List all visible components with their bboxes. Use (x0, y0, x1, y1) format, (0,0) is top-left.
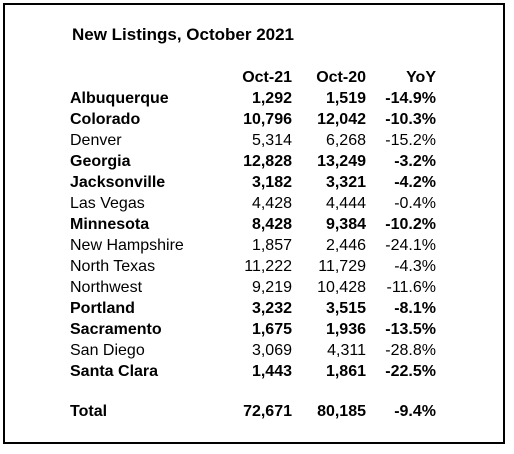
cell-oct20: 1,861 (325, 363, 366, 380)
cell-market: Northwest (70, 279, 143, 296)
total-label: Total (70, 403, 108, 420)
cell-market: Jacksonville (70, 174, 166, 191)
cell-oct21: 3,232 (251, 300, 292, 317)
cell-oct20: 9,384 (325, 216, 366, 233)
total-oct21: 72,671 (243, 403, 292, 420)
cell-oct21: 4,428 (251, 195, 292, 212)
cell-oct20: 12,042 (317, 111, 366, 128)
table-row: Las Vegas 4,428 4,444 -0.4% (70, 193, 436, 214)
cell-oct21: 1,292 (251, 90, 292, 107)
cell-oct21: 5,314 (251, 132, 292, 149)
cell-yoy: -4.2% (394, 174, 436, 191)
cell-oct20: 6,268 (325, 132, 366, 149)
page-title: New Listings, October 2021 (72, 25, 295, 44)
cell-oct20: 13,249 (317, 153, 366, 170)
cell-yoy: -0.4% (394, 195, 436, 212)
header-oct21: Oct-21 (242, 69, 292, 86)
table-row: Georgia 12,828 13,249 -3.2% (70, 151, 436, 172)
cell-oct21: 9,219 (251, 279, 292, 296)
cell-oct21: 3,069 (251, 342, 292, 359)
total-oct20: 80,185 (317, 403, 366, 420)
cell-yoy: -3.2% (394, 153, 436, 170)
cell-oct21: 1,443 (251, 363, 292, 380)
cell-market: New Hampshire (70, 237, 184, 254)
cell-yoy: -13.5% (385, 321, 436, 338)
cell-yoy: -11.6% (386, 279, 436, 296)
cell-oct21: 8,428 (251, 216, 292, 233)
spacer-row (70, 382, 436, 401)
table-row: Sacramento 1,675 1,936 -13.5% (70, 319, 436, 340)
cell-yoy: -28.8% (385, 342, 436, 359)
table-row: New Hampshire 1,857 2,446 -24.1% (70, 235, 436, 256)
table-row: Santa Clara 1,443 1,861 -22.5% (70, 361, 436, 382)
cell-oct21: 3,182 (251, 174, 292, 191)
cell-oct20: 3,515 (325, 300, 366, 317)
table-row: Denver 5,314 6,268 -15.2% (70, 130, 436, 151)
cell-market: Colorado (70, 111, 141, 128)
cell-market: San Diego (70, 342, 145, 359)
header-oct20: Oct-20 (316, 69, 366, 86)
cell-market: Las Vegas (70, 195, 145, 212)
cell-market: Albuquerque (70, 90, 169, 107)
cell-market: Portland (70, 300, 135, 317)
cell-yoy: -22.5% (385, 363, 436, 380)
cell-oct20: 1,519 (325, 90, 366, 107)
cell-oct20: 11,729 (318, 258, 366, 275)
table-row: Portland 3,232 3,515 -8.1% (70, 298, 436, 319)
cell-oct21: 10,796 (243, 111, 292, 128)
cell-oct21: 12,828 (243, 153, 292, 170)
total-yoy: -9.4% (394, 403, 436, 420)
cell-oct20: 4,444 (325, 195, 366, 212)
cell-market: Sacramento (70, 321, 162, 338)
cell-yoy: -24.1% (385, 237, 436, 254)
cell-yoy: -4.3% (394, 258, 436, 275)
cell-oct20: 4,311 (327, 342, 366, 359)
header-name (70, 67, 222, 88)
cell-market: North Texas (70, 258, 156, 275)
table-row: North Texas 11,222 11,729 -4.3% (70, 256, 436, 277)
table-row: Jacksonville 3,182 3,321 -4.2% (70, 172, 436, 193)
cell-oct21: 1,857 (251, 237, 292, 254)
cell-yoy: -8.1% (394, 300, 436, 317)
cell-yoy: -10.3% (385, 111, 436, 128)
table-row: San Diego 3,069 4,311 -28.8% (70, 340, 436, 361)
cell-market: Minnesota (70, 216, 150, 233)
cell-yoy: -14.9% (385, 90, 436, 107)
cell-yoy: -15.2% (385, 132, 436, 149)
table-row: Colorado 10,796 12,042 -10.3% (70, 109, 436, 130)
total-row: Total 72,671 80,185 -9.4% (70, 401, 436, 422)
table-row: Minnesota 8,428 9,384 -10.2% (70, 214, 436, 235)
cell-yoy: -10.2% (385, 216, 436, 233)
table-row: Northwest 9,219 10,428 -11.6% (70, 277, 436, 298)
table-row: Albuquerque 1,292 1,519 -14.9% (70, 88, 436, 109)
cell-market: Georgia (70, 153, 131, 170)
cell-oct20: 10,428 (317, 279, 366, 296)
cell-oct20: 3,321 (325, 174, 366, 191)
cell-oct21: 11,222 (244, 258, 292, 275)
cell-oct21: 1,675 (251, 321, 292, 338)
cell-oct20: 1,936 (325, 321, 366, 338)
table-frame (3, 3, 505, 444)
listings-table: Oct-21 Oct-20 YoY Albuquerque 1,292 1,519 -… (70, 67, 436, 422)
cell-market: Denver (70, 132, 122, 149)
header-yoy: YoY (406, 69, 436, 86)
cell-oct20: 2,446 (325, 237, 366, 254)
header-row: Oct-21 Oct-20 YoY (70, 67, 436, 88)
cell-market: Santa Clara (70, 363, 159, 380)
